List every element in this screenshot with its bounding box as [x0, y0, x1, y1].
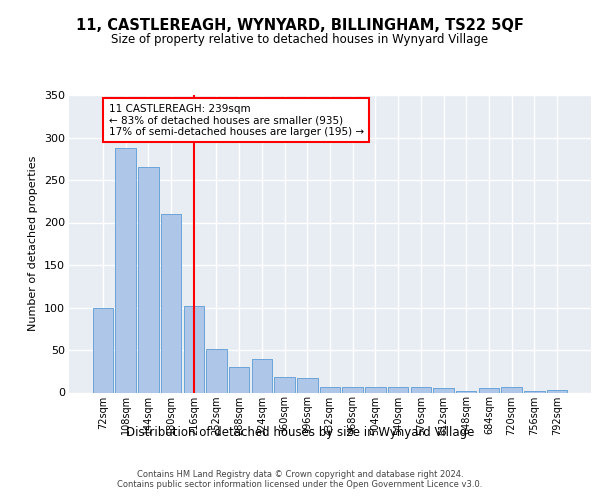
Bar — [93, 308, 113, 392]
Text: Contains HM Land Registry data © Crown copyright and database right 2024.
Contai: Contains HM Land Registry data © Crown c… — [118, 470, 482, 489]
Bar — [206, 349, 227, 393]
Bar — [229, 367, 250, 392]
Bar — [274, 377, 295, 392]
Bar — [479, 388, 499, 392]
Bar — [343, 388, 363, 392]
Bar — [251, 358, 272, 392]
Bar — [502, 388, 522, 392]
Bar — [547, 390, 567, 392]
Text: 11, CASTLEREAGH, WYNYARD, BILLINGHAM, TS22 5QF: 11, CASTLEREAGH, WYNYARD, BILLINGHAM, TS… — [76, 18, 524, 32]
Bar — [410, 386, 431, 392]
Bar — [115, 148, 136, 392]
Bar — [524, 391, 545, 392]
Text: 11 CASTLEREAGH: 239sqm
← 83% of detached houses are smaller (935)
17% of semi-de: 11 CASTLEREAGH: 239sqm ← 83% of detached… — [109, 104, 364, 136]
Bar — [433, 388, 454, 392]
Bar — [184, 306, 204, 392]
Bar — [365, 388, 386, 392]
Bar — [320, 388, 340, 392]
Bar — [297, 378, 317, 392]
Bar — [456, 391, 476, 392]
Bar — [161, 214, 181, 392]
Text: Size of property relative to detached houses in Wynyard Village: Size of property relative to detached ho… — [112, 32, 488, 46]
Bar — [388, 386, 409, 392]
Text: Distribution of detached houses by size in Wynyard Village: Distribution of detached houses by size … — [126, 426, 474, 439]
Y-axis label: Number of detached properties: Number of detached properties — [28, 156, 38, 332]
Bar — [138, 167, 158, 392]
